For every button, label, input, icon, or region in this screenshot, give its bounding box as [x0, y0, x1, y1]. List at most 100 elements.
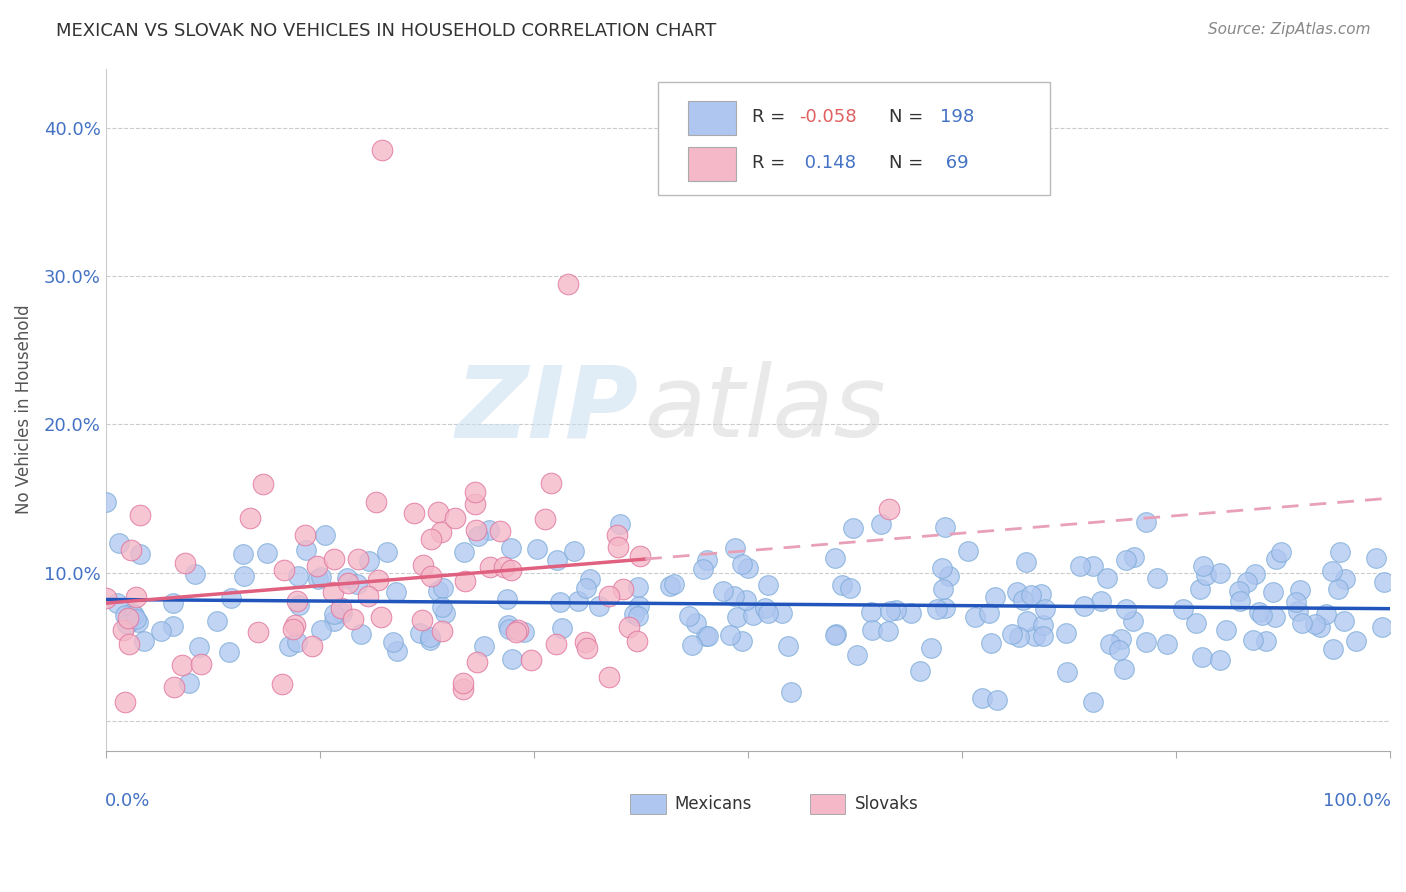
Point [1322, 642, 1344, 657]
Point [467, 529, 489, 543]
Point [420, 533, 443, 547]
Point [1284, 595, 1306, 609]
Point [427, 584, 450, 599]
Point [498, 622, 520, 636]
Point [499, 541, 522, 555]
Point [598, 669, 620, 683]
Point [548, 595, 571, 609]
Point [252, 477, 274, 491]
Point [1156, 637, 1178, 651]
Point [120, 542, 142, 557]
Point [1135, 635, 1157, 649]
Point [114, 607, 136, 622]
Point [184, 567, 207, 582]
Point [336, 570, 359, 584]
Point [505, 625, 527, 640]
Point [309, 570, 332, 584]
Point [846, 648, 869, 662]
Point [1008, 630, 1031, 644]
Point [877, 624, 900, 638]
Point [1344, 634, 1367, 648]
Point [1135, 515, 1157, 529]
Point [1017, 614, 1039, 628]
Point [1171, 601, 1194, 615]
Point [478, 523, 501, 537]
Point [934, 520, 956, 534]
Point [1270, 545, 1292, 559]
Point [756, 578, 779, 592]
Point [285, 635, 308, 649]
Point [115, 617, 138, 632]
Point [295, 542, 318, 557]
Point [562, 544, 585, 558]
Point [626, 608, 648, 623]
FancyBboxPatch shape [658, 82, 1050, 194]
Point [411, 613, 433, 627]
Point [612, 582, 634, 596]
Point [121, 607, 143, 621]
Point [420, 569, 443, 583]
Point [419, 632, 441, 647]
Point [375, 545, 398, 559]
Point [567, 594, 589, 608]
Point [285, 594, 308, 608]
Point [1288, 582, 1310, 597]
Point [190, 657, 212, 671]
Point [172, 657, 194, 672]
Point [900, 606, 922, 620]
Point [246, 624, 269, 639]
Point [239, 511, 262, 525]
Point [579, 572, 602, 586]
Point [309, 624, 332, 638]
Point [540, 475, 562, 490]
Point [1244, 567, 1267, 582]
Point [682, 638, 704, 652]
Point [534, 511, 557, 525]
Point [218, 644, 240, 658]
Point [478, 560, 501, 574]
Point [323, 614, 346, 628]
Point [1073, 599, 1095, 614]
Point [1191, 649, 1213, 664]
Point [1090, 593, 1112, 607]
Text: R =: R = [752, 153, 785, 171]
Point [628, 599, 651, 613]
Point [1033, 602, 1056, 616]
Point [576, 641, 599, 656]
Point [364, 495, 387, 509]
Point [232, 568, 254, 582]
Point [412, 558, 434, 572]
Point [384, 585, 406, 599]
Point [1115, 602, 1137, 616]
Point [838, 581, 860, 595]
Point [336, 576, 359, 591]
Point [546, 553, 568, 567]
Point [697, 629, 720, 643]
Point [551, 621, 574, 635]
Point [1112, 662, 1135, 676]
Point [1371, 620, 1393, 634]
Point [307, 559, 329, 574]
Point [489, 524, 512, 538]
Point [125, 612, 148, 626]
Point [735, 592, 758, 607]
Point [494, 560, 516, 574]
Point [129, 547, 152, 561]
Point [371, 143, 394, 157]
Text: Source: ZipAtlas.com: Source: ZipAtlas.com [1208, 22, 1371, 37]
Point [270, 677, 292, 691]
Point [737, 561, 759, 575]
Point [367, 573, 389, 587]
Point [219, 591, 242, 605]
Point [685, 615, 707, 630]
Point [453, 544, 475, 558]
Point [934, 600, 956, 615]
Point [330, 601, 353, 615]
FancyBboxPatch shape [688, 147, 737, 181]
Point [105, 596, 128, 610]
Point [963, 610, 986, 624]
Point [1184, 615, 1206, 630]
Point [725, 609, 748, 624]
Text: ZIP: ZIP [456, 361, 638, 458]
Text: atlas: atlas [645, 361, 887, 458]
